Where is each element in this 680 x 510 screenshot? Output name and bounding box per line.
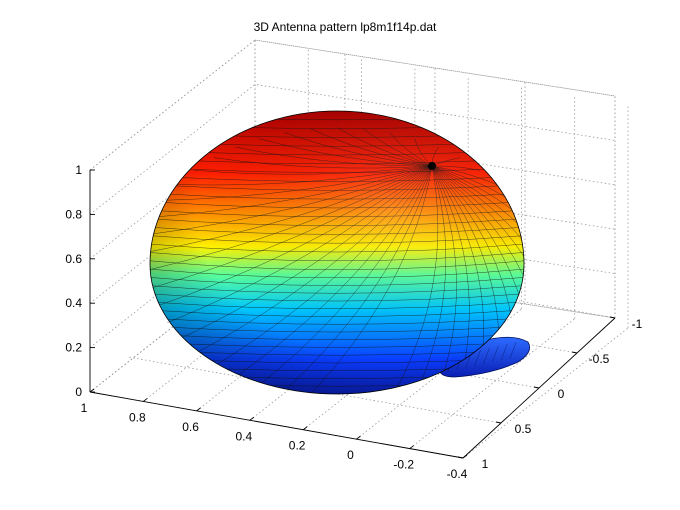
x-tick-label: 0.8 <box>129 410 146 424</box>
x-gridline <box>89 261 256 393</box>
main-lobe-pole <box>428 162 436 170</box>
back-lobe-mesh <box>474 349 481 367</box>
x-tick-label: -0.4 <box>447 467 468 481</box>
y-tick-label: 0.5 <box>515 422 532 436</box>
z-tick-label: 0.2 <box>65 341 82 355</box>
x-tick <box>356 435 361 440</box>
x-tick-label: 0.4 <box>236 429 253 443</box>
x-gridline <box>409 318 575 449</box>
z-gridline <box>89 128 616 260</box>
y-tick <box>609 316 616 319</box>
z-tick-label: 1 <box>75 163 82 177</box>
y-tick <box>495 421 502 424</box>
y-tick-label: -1 <box>632 317 643 331</box>
y-tick-label: 1 <box>482 457 489 471</box>
z-tick-label: 0.6 <box>65 252 82 266</box>
x-gridline <box>462 327 629 459</box>
x-tick <box>143 398 148 402</box>
back-lobe-mesh <box>500 343 508 361</box>
back-lobe-mesh <box>509 341 517 359</box>
z-axis: 0 0.2 0.4 0.6 0.8 1 <box>65 163 95 399</box>
x-tick-label: 0.6 <box>182 420 199 434</box>
x-tick <box>196 407 201 412</box>
x-tick-label: 1 <box>81 401 88 415</box>
chart-title: 3D Antenna pattern lp8m1f14p.dat <box>254 20 437 34</box>
main-lobe <box>149 110 525 395</box>
z-tick-label: 0.8 <box>65 207 82 221</box>
x-tick <box>302 426 308 431</box>
x-tick-label: 0 <box>347 448 354 462</box>
z-gridline <box>89 39 616 171</box>
y-tick <box>571 351 578 354</box>
x-tick-label: -0.2 <box>393 458 414 472</box>
x-axis: 1 0.8 0.6 0.4 0.2 0 -0.2 -0.4 <box>81 388 468 481</box>
x-tick <box>409 445 414 449</box>
z-gridline <box>89 83 616 215</box>
back-lobe-mesh <box>483 347 490 365</box>
x-tick <box>89 388 95 393</box>
back-lobe-mesh <box>492 345 499 363</box>
x-axis-line <box>89 391 464 459</box>
y-tick-label: -0.5 <box>589 352 610 366</box>
main-lobe-shading <box>150 111 524 394</box>
y-tick-label: 0 <box>558 387 565 401</box>
y-tick <box>533 386 540 389</box>
x-gridline <box>356 308 522 440</box>
z-tick-label: 0 <box>75 385 82 399</box>
x-tick-label: 0.2 <box>289 439 306 453</box>
y-axis: 1 0.5 0 -0.5 -1 <box>457 316 643 471</box>
y-tick <box>457 456 464 459</box>
z-tick-label: 0.4 <box>65 296 82 310</box>
x-tick <box>249 416 255 421</box>
box-edge-2 <box>254 39 616 97</box>
main-lobe-outline <box>149 110 525 395</box>
